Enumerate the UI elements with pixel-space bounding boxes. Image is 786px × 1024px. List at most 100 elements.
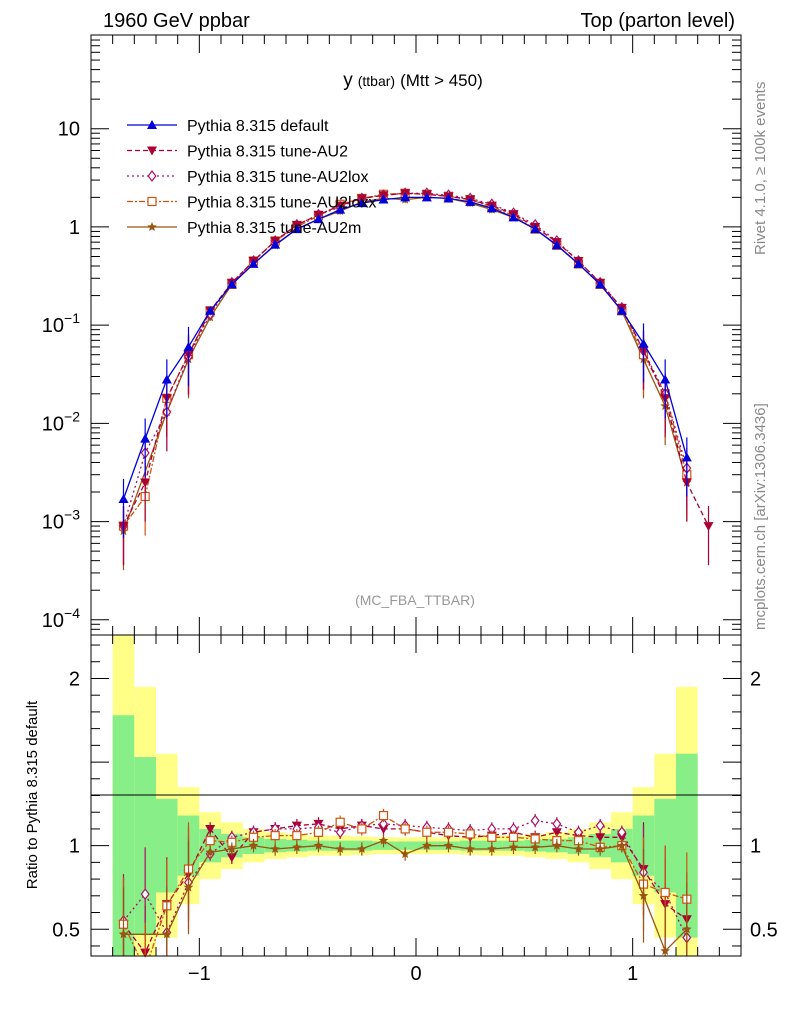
ratio-y-tick-label-right: 0.5 (750, 919, 778, 941)
point-marker (530, 814, 540, 827)
point-marker (638, 338, 649, 348)
y-tick-label-base: 10 (42, 315, 64, 337)
y-tick-label-exponent: −1 (64, 310, 80, 326)
point-marker (682, 924, 692, 934)
point-marker (465, 829, 475, 839)
series-pythia-8-315-tune-au2 (118, 189, 714, 566)
ratio-ylabel: Ratio to Pythia 8.315 default (24, 700, 41, 889)
y-tick-label: 10 (58, 119, 80, 141)
mcplots-label: mcplots.cern.ch [arXiv:1306.3436] (752, 403, 769, 630)
legend-label: Pythia 8.315 tune-AU2 (187, 144, 348, 161)
point-marker (140, 433, 151, 443)
point-marker (147, 146, 157, 156)
title-main: y (343, 70, 353, 91)
series-pythia-8-315-tune-au2m (118, 192, 692, 571)
point-marker (118, 929, 129, 939)
point-marker (400, 849, 410, 859)
legend: Pythia 8.315 default Pythia 8.315 tune-AU… (127, 118, 376, 237)
band-green (676, 753, 698, 938)
point-marker (638, 890, 649, 900)
point-marker (205, 847, 215, 857)
point-marker (573, 844, 584, 853)
point-marker (443, 840, 454, 850)
point-marker (378, 810, 389, 821)
point-marker (140, 888, 150, 901)
rivet-label: Rivet 4.1.0, ≥ 100k events (752, 82, 769, 255)
point-marker (183, 882, 194, 892)
y-tick-label-exponent: −2 (64, 408, 80, 424)
point-marker (357, 844, 367, 853)
ratio-y-tick-label-left: 0.5 (52, 919, 80, 941)
point-marker (118, 493, 129, 503)
point-marker (147, 120, 157, 129)
point-marker (205, 305, 216, 315)
title-small: (ttbar) (358, 73, 395, 89)
point-marker (465, 844, 475, 853)
point-marker (530, 842, 540, 852)
point-marker (486, 203, 497, 213)
y-tick-label: 10−2 (42, 408, 80, 435)
point-marker (226, 853, 237, 863)
band-green (156, 798, 178, 893)
ratio-series-pythia-8-315-tune-au2m (118, 833, 692, 956)
point-marker (595, 819, 605, 832)
point-marker (378, 194, 389, 204)
series-line (122, 196, 688, 532)
point-marker (400, 824, 410, 834)
ratio-y-tick-label-right: 1 (750, 836, 761, 858)
point-marker (335, 817, 345, 827)
point-marker (487, 832, 497, 842)
point-marker (357, 824, 367, 834)
y-tick-label-base: 1 (69, 217, 80, 239)
point-marker (508, 832, 519, 842)
ratio-series-group (118, 808, 692, 958)
point-marker (335, 204, 346, 214)
point-marker (703, 522, 714, 532)
ratio-line (122, 823, 688, 954)
point-marker (443, 193, 454, 203)
point-marker (573, 258, 584, 268)
point-marker (551, 240, 562, 250)
point-marker (422, 827, 432, 837)
point-marker (617, 840, 627, 850)
y-tick-label-base: 10 (58, 119, 80, 141)
series-line (122, 192, 688, 527)
point-marker (270, 239, 281, 249)
point-marker (617, 826, 627, 839)
main-title: y (ttbar) (Mtt > 450) (343, 70, 483, 91)
series-line (122, 192, 688, 527)
ratio-frame (90, 634, 742, 957)
band-green (134, 757, 156, 935)
point-marker (335, 844, 345, 853)
point-marker (421, 192, 432, 202)
point-marker (313, 840, 324, 850)
header-right: Top (parton level) (580, 10, 735, 32)
x-tick-label: 1 (627, 963, 638, 985)
ratio-line (122, 814, 687, 956)
point-marker (227, 844, 237, 853)
point-marker (552, 840, 562, 850)
point-marker (162, 929, 172, 939)
point-marker (291, 224, 302, 234)
series-pythia-8-315-tune-au2loxx (118, 188, 692, 566)
point-marker (147, 196, 157, 207)
y-tick-label: 10−3 (42, 507, 80, 534)
point-marker (551, 828, 562, 838)
point-marker (313, 827, 324, 837)
y-tick-label-exponent: −3 (64, 507, 80, 523)
point-marker (183, 341, 194, 351)
point-marker (292, 842, 302, 852)
legend-label: Pythia 8.315 tune-AU2loxx (187, 195, 376, 212)
y-tick-label-base: 10 (42, 413, 64, 435)
header-left: 1960 GeV ppbar (103, 10, 250, 32)
point-marker (248, 840, 259, 850)
series-line (122, 196, 688, 500)
x-tick-label: 0 (410, 963, 421, 985)
point-marker (487, 844, 497, 853)
series-pythia-8-315-default (118, 192, 692, 539)
main-series-group (118, 187, 714, 571)
legend-label: Pythia 8.315 default (187, 118, 329, 135)
point-marker (270, 844, 280, 853)
point-marker (140, 478, 151, 488)
